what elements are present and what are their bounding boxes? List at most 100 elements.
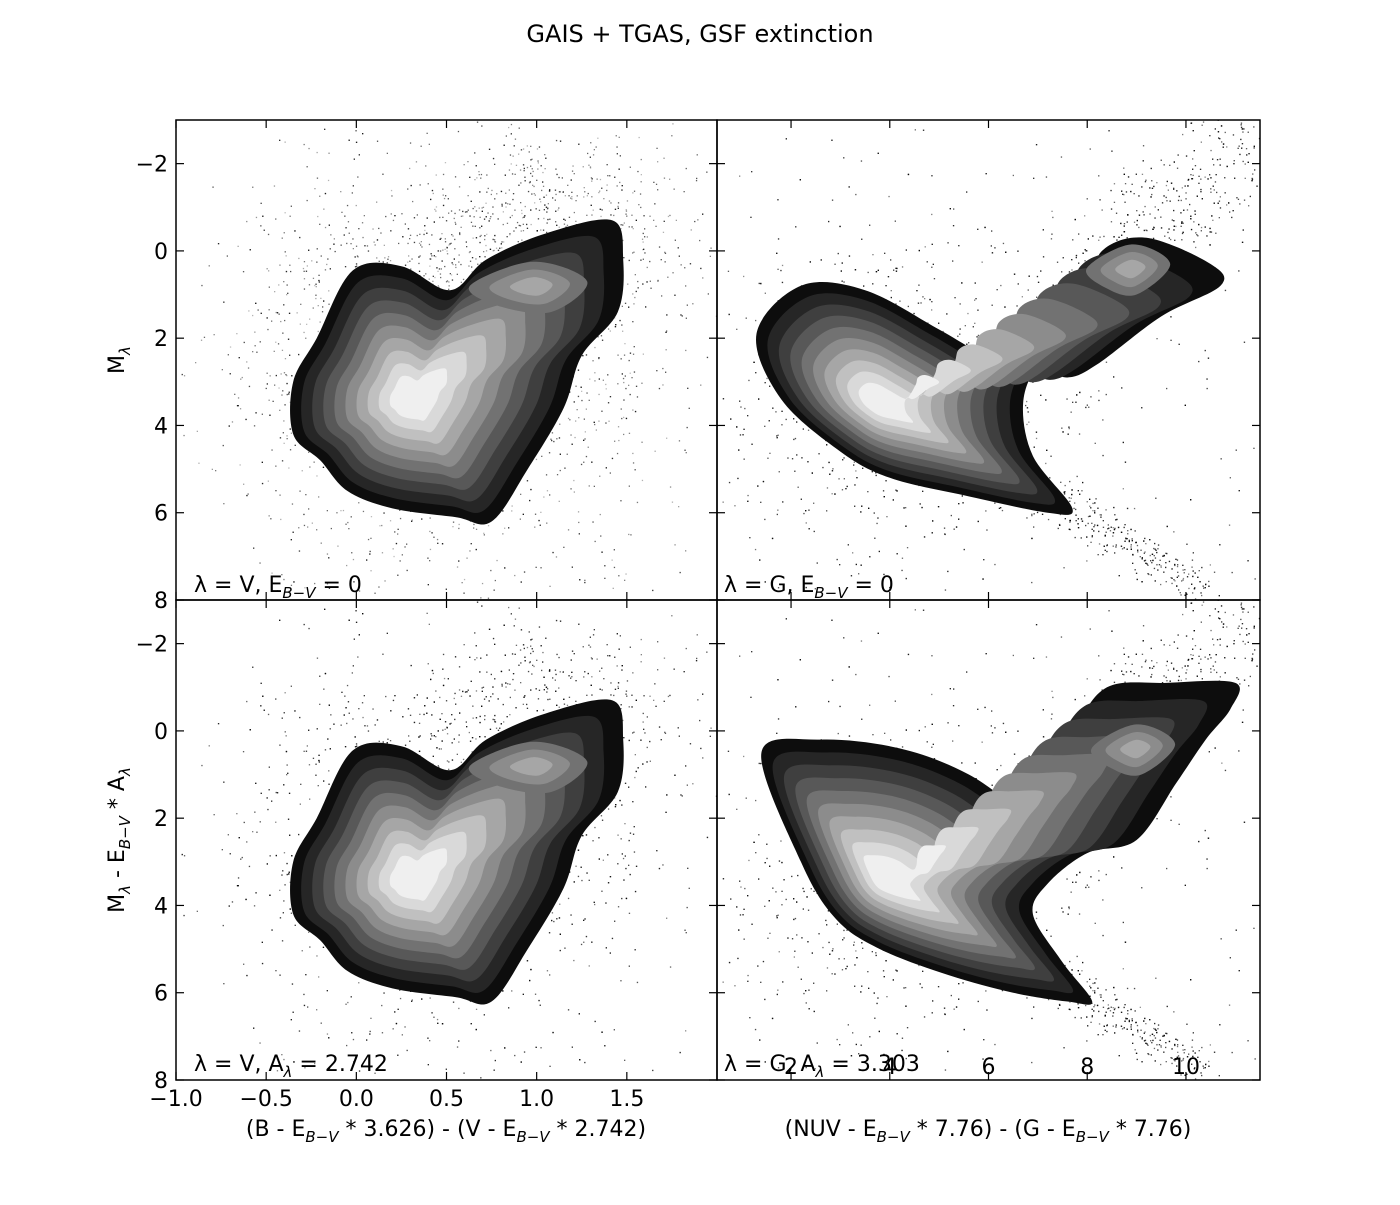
scatter-point [484, 235, 485, 236]
scatter-point [468, 195, 469, 196]
scatter-point [323, 467, 324, 468]
scatter-point [367, 245, 368, 246]
scatter-point [591, 177, 592, 178]
scatter-point [579, 533, 580, 534]
scatter-point [218, 243, 219, 244]
scatter-point [368, 250, 369, 251]
scatter-point [474, 179, 475, 180]
scatter-point [443, 195, 444, 196]
scatter-point [464, 579, 465, 580]
scatter-point [629, 260, 630, 261]
scatter-point [477, 122, 478, 123]
scatter-point [622, 224, 623, 225]
scatter-point [469, 252, 470, 253]
scatter-point [521, 230, 522, 231]
scatter-point [524, 118, 525, 119]
scatter-point [753, 166, 754, 167]
scatter-point [458, 131, 459, 132]
scatter-point [503, 224, 504, 225]
scatter-point [275, 466, 276, 467]
figure-title: GAIS + TGAS, GSF extinction [526, 20, 873, 48]
scatter-point [347, 522, 348, 523]
scatter-point [172, 264, 173, 265]
scatter-point [522, 217, 523, 218]
scatter-point [260, 225, 261, 226]
scatter-point [654, 203, 655, 204]
scatter-point [409, 168, 410, 169]
scatter-point [318, 305, 319, 306]
scatter-point [555, 200, 556, 201]
scatter-point [223, 445, 224, 446]
scatter-point [440, 273, 441, 274]
scatter-point [239, 357, 240, 358]
scatter-point [328, 304, 329, 305]
scatter-point [424, 230, 425, 231]
scatter-point [608, 328, 609, 329]
scatter-point [544, 154, 545, 155]
scatter-point [364, 215, 365, 216]
scatter-point [599, 191, 600, 192]
scatter-point [621, 408, 622, 409]
scatter-point [590, 157, 591, 158]
scatter-point [441, 233, 442, 234]
scatter-point [666, 330, 667, 331]
scatter-point [316, 475, 317, 476]
scatter-point [286, 435, 287, 436]
scatter-point [511, 163, 512, 164]
scatter-point [508, 127, 509, 128]
scatter-point [250, 249, 251, 250]
scatter-point [234, 394, 235, 395]
scatter-point [581, 391, 582, 392]
scatter-point [502, 533, 503, 534]
scatter-point [494, 198, 495, 199]
scatter-point [454, 218, 455, 219]
scatter-point [432, 281, 433, 282]
scatter-point [685, 550, 686, 551]
scatter-point [352, 238, 353, 239]
scatter-point [632, 409, 633, 410]
scatter-point [543, 218, 544, 219]
scatter-point [281, 394, 282, 395]
scatter-point [458, 560, 459, 561]
scatter-point [596, 146, 597, 147]
scatter-point [582, 355, 583, 356]
scatter-point [506, 135, 507, 136]
scatter-point [671, 135, 672, 136]
scatter-point [230, 373, 231, 374]
scatter-point [434, 255, 435, 256]
scatter-point [574, 491, 575, 492]
scatter-point [243, 484, 244, 485]
scatter-point [498, 605, 499, 606]
scatter-point [532, 185, 533, 186]
scatter-point [563, 191, 564, 192]
scatter-point [290, 216, 291, 217]
scatter-point [366, 608, 367, 609]
scatter-point [223, 503, 224, 504]
scatter-point [307, 526, 308, 527]
scatter-point [368, 539, 369, 540]
scatter-point [636, 291, 637, 292]
scatter-point [291, 433, 292, 434]
scatter-point [583, 196, 584, 197]
scatter-point [486, 174, 487, 175]
scatter-point [536, 567, 537, 568]
scatter-point [409, 261, 410, 262]
scatter-point [475, 226, 476, 227]
scatter-point [435, 210, 436, 211]
scatter-point [619, 320, 620, 321]
scatter-point [667, 277, 668, 278]
scatter-point [541, 190, 542, 191]
scatter-point [621, 224, 622, 225]
scatter-point [380, 232, 381, 233]
scatter-point [618, 202, 619, 203]
scatter-point [559, 437, 560, 438]
scatter-point [447, 280, 448, 281]
scatter-point [509, 189, 510, 190]
scatter-point [279, 140, 280, 141]
scatter-point [544, 209, 545, 210]
scatter-point [633, 303, 634, 304]
scatter-point [532, 176, 533, 177]
scatter-point [432, 190, 433, 191]
scatter-point [476, 237, 477, 238]
scatter-point [372, 228, 373, 229]
